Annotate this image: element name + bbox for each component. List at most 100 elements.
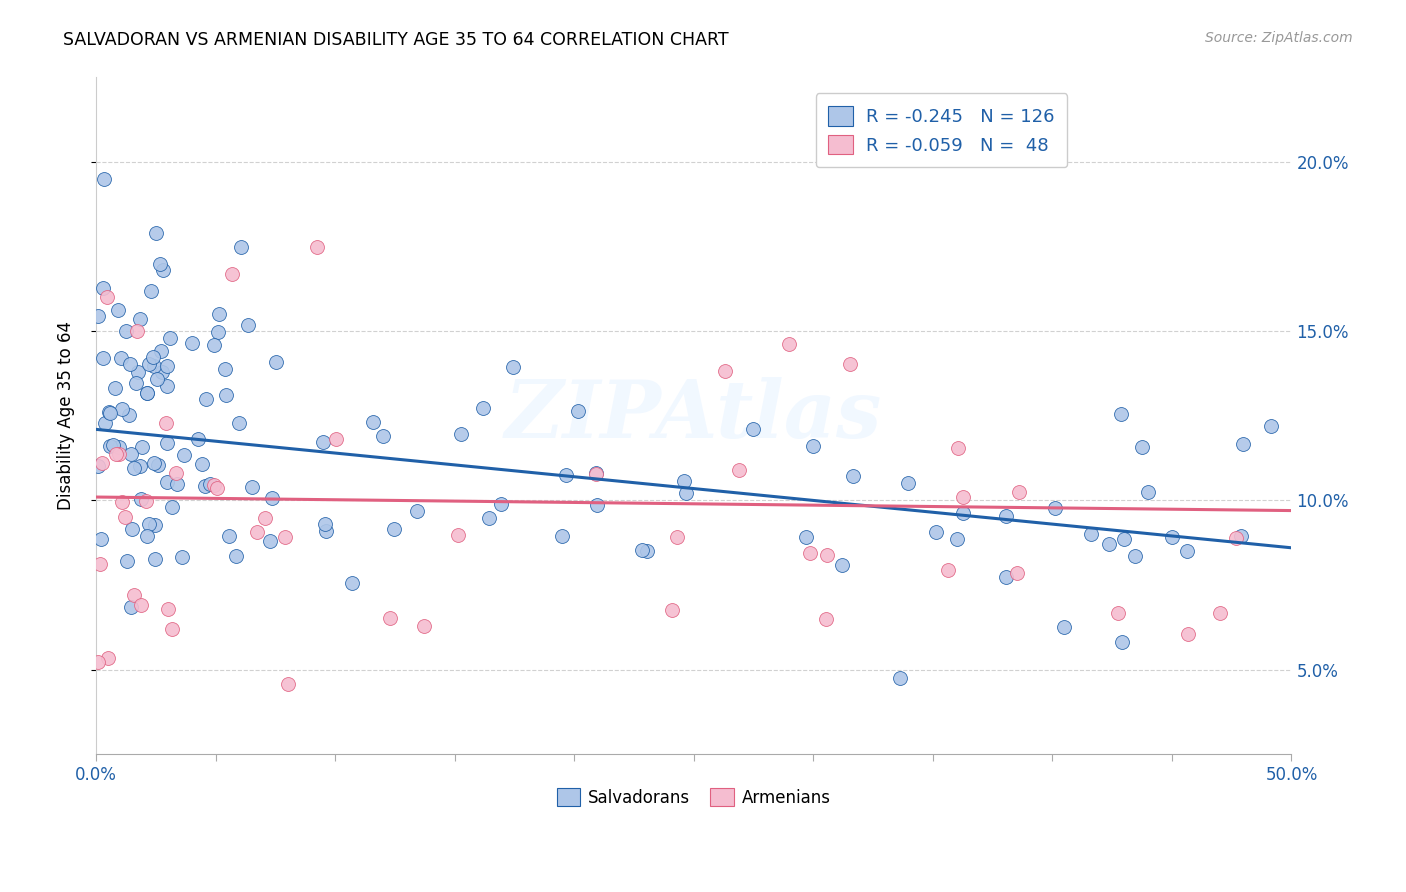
Point: [714, 364, 737, 378]
Point: [166, 477, 188, 491]
Point: [889, 671, 911, 685]
Point: [938, 563, 960, 577]
Y-axis label: Disability Age 35 to 64: Disability Age 35 to 64: [58, 321, 75, 510]
Point: [585, 498, 607, 512]
Point: [631, 543, 654, 558]
Point: [1177, 543, 1199, 558]
Point: [311, 434, 333, 449]
Point: [314, 516, 336, 531]
Point: [1232, 436, 1254, 450]
Point: [551, 529, 574, 543]
Point: [160, 500, 183, 514]
Point: [149, 256, 172, 270]
Point: [142, 350, 165, 364]
Point: [146, 458, 169, 472]
Text: ZIPAtlas: ZIPAtlas: [505, 377, 883, 455]
Point: [111, 495, 134, 509]
Point: [87, 458, 110, 473]
Point: [194, 479, 217, 493]
Point: [108, 441, 131, 455]
Point: [104, 381, 127, 395]
Point: [138, 517, 160, 532]
Point: [98, 406, 121, 420]
Point: [120, 447, 142, 461]
Point: [87, 655, 110, 669]
Point: [194, 392, 217, 406]
Point: [107, 303, 129, 318]
Point: [325, 432, 347, 446]
Point: [1043, 500, 1066, 515]
Point: [228, 417, 250, 431]
Point: [156, 475, 179, 489]
Point: [1053, 620, 1076, 634]
Point: [1005, 566, 1028, 580]
Point: [120, 600, 142, 615]
Point: [160, 622, 183, 636]
Legend: Salvadorans, Armenians: Salvadorans, Armenians: [550, 781, 838, 814]
Point: [149, 344, 172, 359]
Point: [136, 385, 159, 400]
Point: [1229, 529, 1251, 543]
Point: [567, 404, 589, 418]
Point: [778, 337, 800, 351]
Point: [382, 523, 405, 537]
Point: [262, 491, 284, 505]
Text: SALVADORAN VS ARMENIAN DISABILITY AGE 35 TO 64 CORRELATION CHART: SALVADORAN VS ARMENIAN DISABILITY AGE 35…: [63, 31, 728, 49]
Point: [156, 436, 179, 450]
Point: [489, 497, 512, 511]
Point: [946, 442, 969, 456]
Point: [110, 351, 132, 365]
Point: [202, 478, 225, 492]
Point: [117, 408, 139, 422]
Point: [181, 336, 204, 351]
Point: [1177, 626, 1199, 640]
Point: [141, 284, 163, 298]
Point: [218, 529, 240, 543]
Point: [142, 456, 165, 470]
Point: [1114, 532, 1136, 546]
Point: [585, 466, 607, 480]
Point: [1260, 418, 1282, 433]
Point: [152, 263, 174, 277]
Point: [1136, 485, 1159, 500]
Point: [122, 461, 145, 475]
Point: [238, 318, 260, 332]
Point: [478, 511, 501, 525]
Point: [585, 467, 607, 482]
Point: [502, 360, 524, 375]
Point: [363, 415, 385, 429]
Point: [93, 172, 115, 186]
Point: [150, 365, 173, 379]
Point: [225, 549, 247, 563]
Point: [214, 387, 236, 401]
Point: [794, 530, 817, 544]
Point: [315, 524, 337, 539]
Point: [673, 474, 696, 488]
Point: [165, 466, 187, 480]
Point: [1123, 549, 1146, 564]
Point: [952, 490, 974, 504]
Point: [121, 522, 143, 536]
Point: [98, 404, 121, 418]
Point: [554, 467, 576, 482]
Point: [156, 601, 179, 615]
Point: [801, 439, 824, 453]
Point: [214, 362, 236, 376]
Point: [145, 552, 167, 566]
Point: [254, 510, 277, 524]
Point: [229, 239, 252, 253]
Point: [742, 422, 765, 436]
Point: [675, 485, 697, 500]
Point: [202, 338, 225, 352]
Point: [91, 351, 114, 366]
Point: [108, 448, 131, 462]
Point: [447, 528, 470, 542]
Point: [136, 528, 159, 542]
Point: [125, 324, 148, 338]
Point: [413, 619, 436, 633]
Point: [925, 525, 948, 540]
Point: [842, 469, 865, 483]
Point: [125, 376, 148, 391]
Point: [277, 677, 299, 691]
Point: [89, 557, 111, 571]
